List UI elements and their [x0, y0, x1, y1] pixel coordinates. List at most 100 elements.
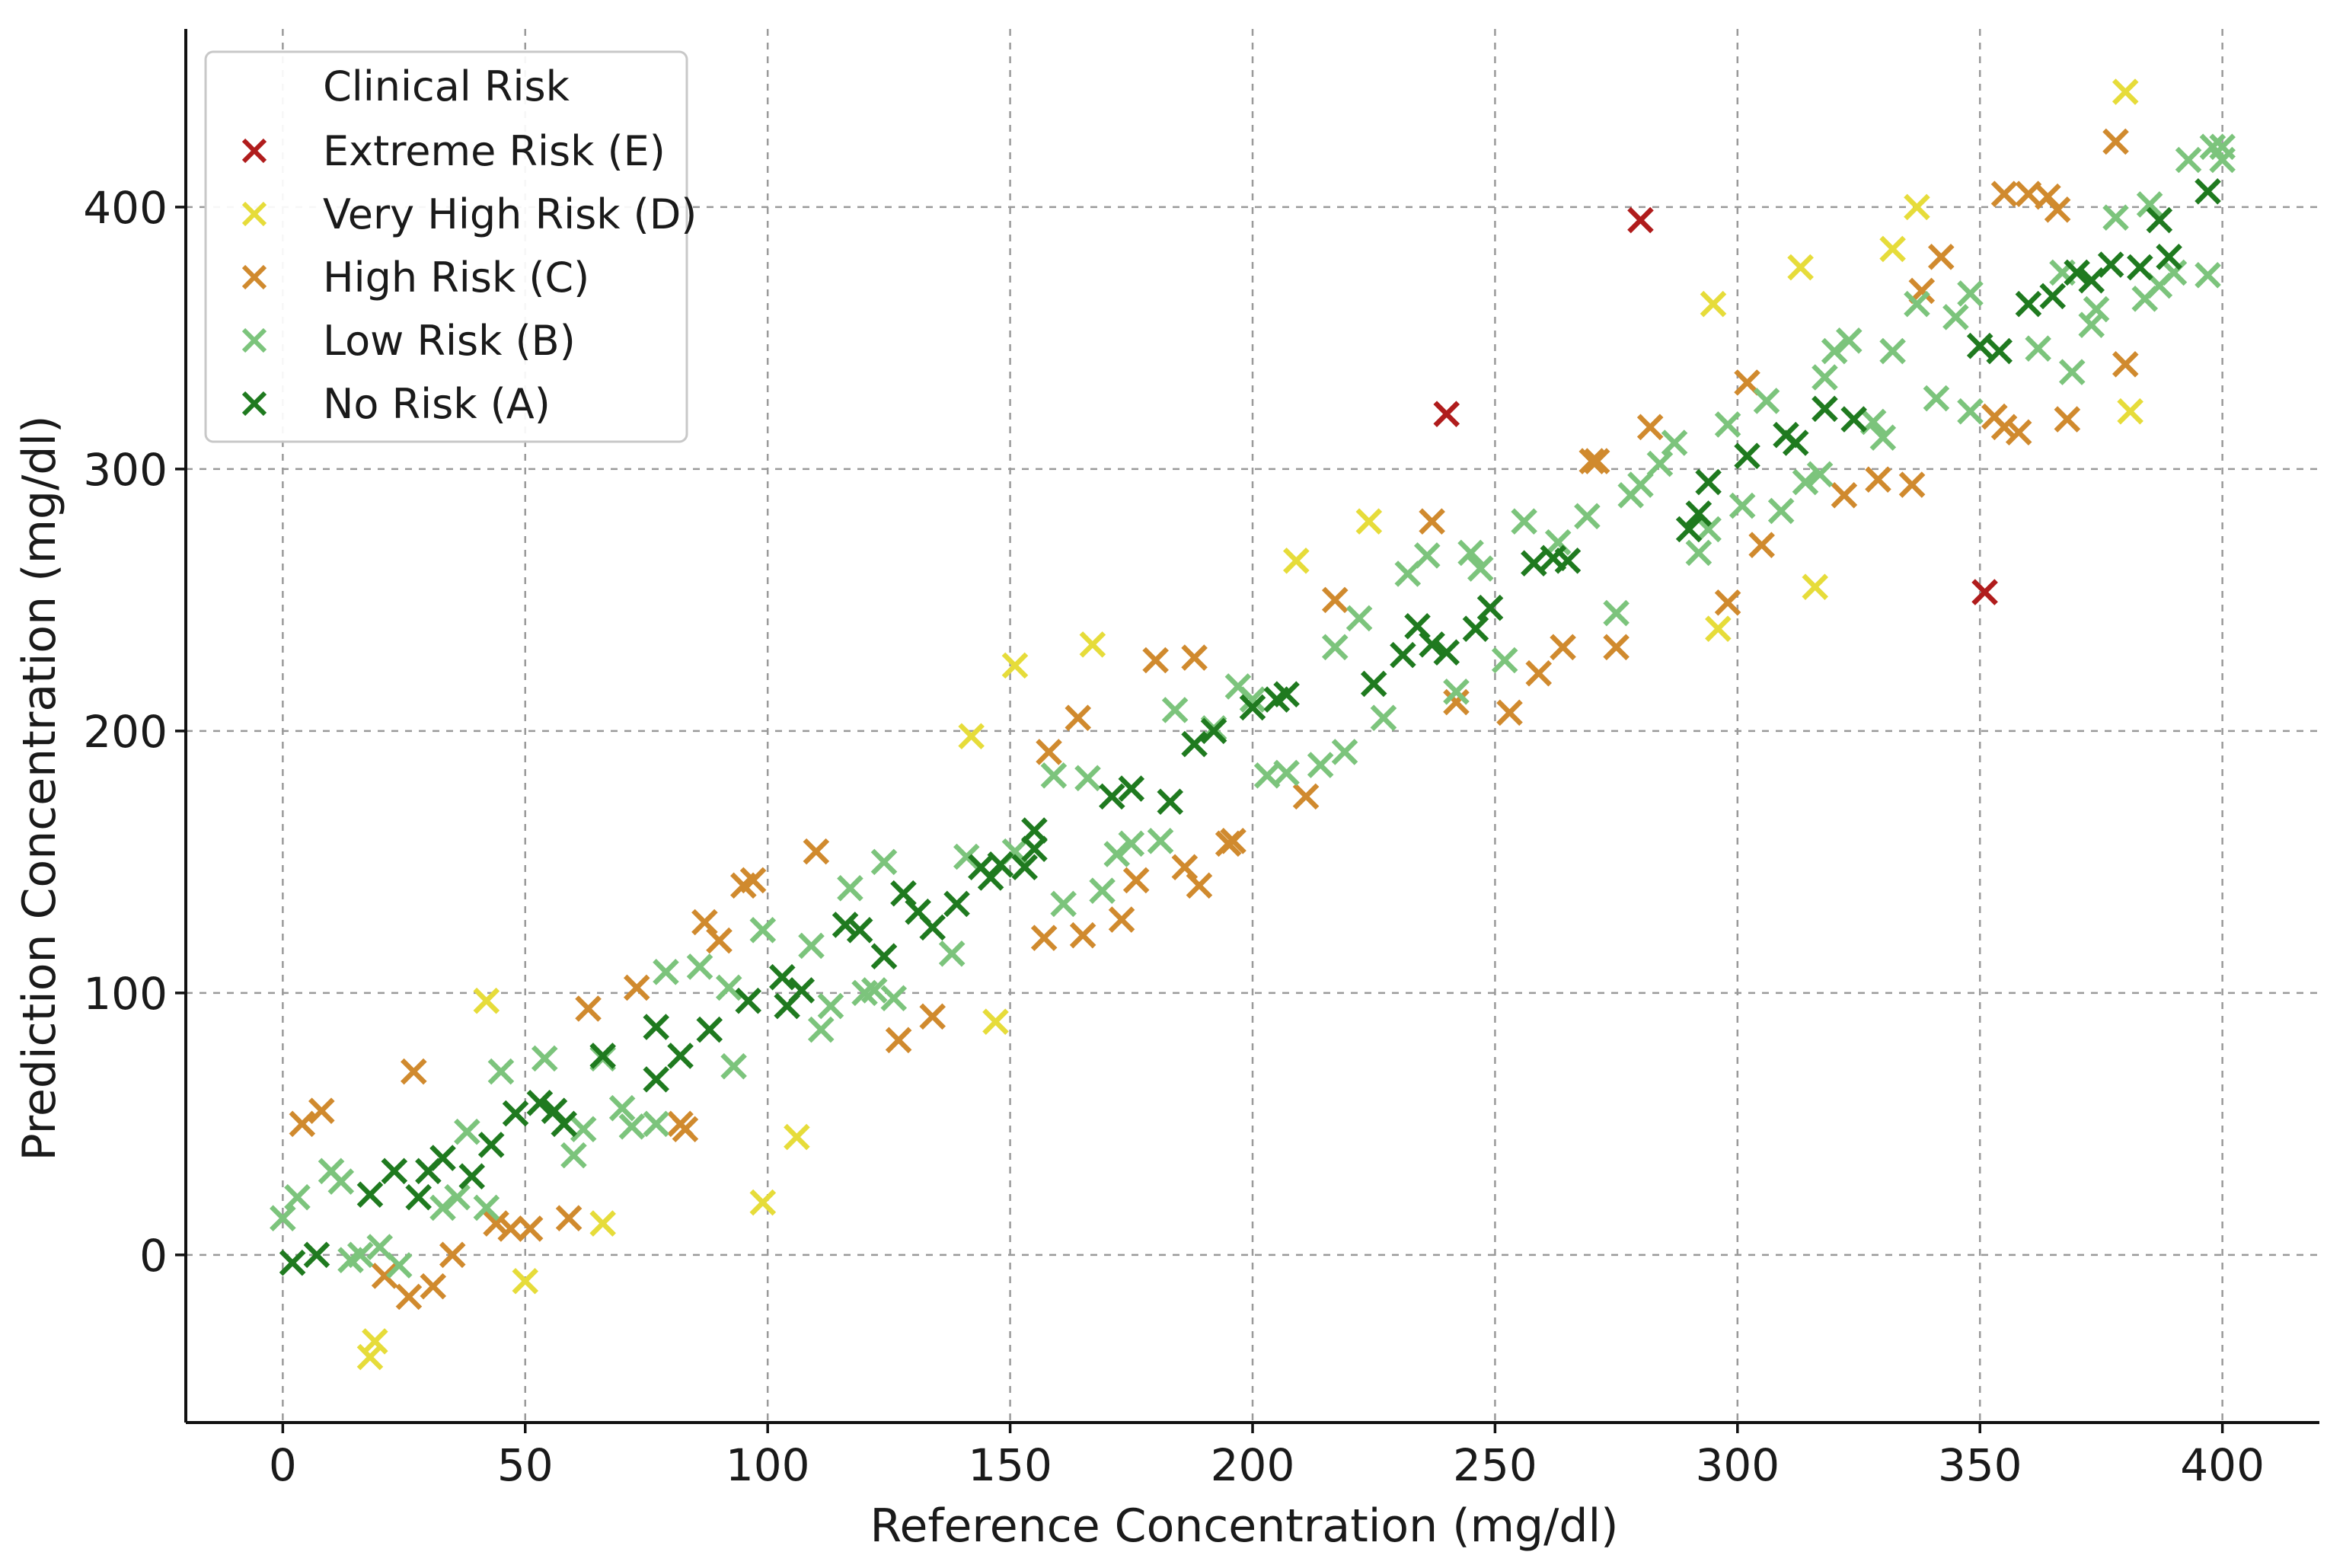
data-point	[289, 1110, 316, 1138]
y-tick-label: 300	[83, 444, 168, 496]
data-point	[739, 867, 767, 894]
data-point	[1118, 775, 1145, 802]
data-point	[706, 927, 733, 954]
data-point	[1714, 589, 1741, 616]
legend-entry-label: High Risk (C)	[323, 254, 589, 302]
data-point	[1986, 337, 2013, 365]
data-point	[420, 1273, 447, 1300]
data-point	[1443, 678, 1470, 705]
data-point	[2044, 196, 2071, 223]
data-point	[1661, 430, 1688, 456]
data-point	[303, 1241, 330, 1269]
data-point	[1239, 686, 1266, 713]
data-point	[987, 851, 1014, 878]
data-point	[2102, 204, 2129, 231]
y-axis-ticks: 0 100 200 300 400	[83, 182, 186, 1282]
legend-entry-label: Very High Risk (D)	[323, 190, 697, 238]
x-axis-label: Reference Concentration (mg/dl)	[870, 1499, 1618, 1553]
data-point	[691, 909, 718, 936]
data-point	[880, 985, 908, 1012]
data-point	[2195, 262, 2221, 289]
data-point	[1089, 877, 1116, 905]
data-point	[672, 1116, 699, 1143]
data-point	[1186, 872, 1213, 899]
data-point	[2078, 311, 2105, 339]
data-point	[1627, 471, 1654, 498]
data-point	[1574, 503, 1601, 530]
data-point	[2064, 259, 2090, 286]
x-tick-label: 50	[497, 1439, 554, 1491]
data-point	[401, 1058, 427, 1085]
data-point	[356, 1181, 384, 1209]
data-point	[1583, 448, 1610, 474]
data-point	[1898, 471, 1926, 498]
data-point	[1147, 828, 1174, 854]
data-point	[473, 1194, 500, 1222]
data-point	[483, 1210, 509, 1237]
data-point	[1181, 730, 1208, 758]
legend-entry: Low Risk (B)	[241, 317, 576, 365]
data-point	[1040, 762, 1068, 789]
data-point	[860, 977, 888, 1004]
data-point	[2005, 419, 2032, 446]
data-point	[667, 1043, 694, 1069]
data-point	[1142, 647, 1169, 674]
data-point	[1695, 516, 1722, 543]
data-point	[1390, 641, 1416, 669]
data-point	[555, 1205, 583, 1231]
data-point	[1821, 337, 1848, 365]
data-point	[2097, 251, 2124, 278]
data-point	[919, 914, 946, 941]
data-point	[477, 1132, 505, 1158]
data-point	[1036, 739, 1062, 765]
data-point	[284, 1183, 311, 1211]
data-point	[1157, 788, 1184, 816]
data-point	[1990, 180, 2018, 208]
data-point	[1525, 659, 1553, 687]
data-point	[1554, 547, 1582, 574]
data-point	[2136, 191, 2163, 218]
data-point	[1869, 424, 1897, 451]
x-tick-label: 350	[1938, 1439, 2022, 1491]
data-point	[429, 1145, 456, 1171]
data-point	[1714, 411, 1741, 438]
data-point	[1355, 508, 1383, 535]
series-extreme-risk-e	[1433, 206, 1998, 605]
data-point	[817, 992, 844, 1020]
data-point	[1636, 414, 1664, 441]
legend-box	[204, 50, 688, 443]
data-point	[832, 912, 859, 938]
data-point	[735, 987, 762, 1014]
data-point	[618, 1113, 646, 1140]
data-point	[1966, 332, 1993, 359]
data-point	[385, 1252, 413, 1279]
x-axis-ticks: 0 50 100 150 200 250 300 350 400	[269, 1423, 2265, 1491]
data-point	[1491, 647, 1518, 674]
data-point	[1161, 697, 1189, 723]
data-point	[1307, 752, 1334, 778]
data-point	[1360, 670, 1387, 698]
data-point	[2015, 290, 2042, 318]
data-point	[439, 1241, 466, 1269]
data-point	[560, 1142, 587, 1169]
data-point	[938, 940, 966, 967]
legend: Clinical Risk Extreme Risk (E) Very High …	[204, 50, 697, 443]
data-point	[2209, 133, 2236, 161]
data-point	[1433, 401, 1460, 427]
y-tick-label: 200	[83, 706, 168, 758]
x-tick-label: 300	[1695, 1439, 1780, 1491]
data-point	[1030, 925, 1058, 951]
data-point	[1835, 327, 1863, 354]
data-point	[1108, 906, 1135, 933]
data-point	[2112, 78, 2139, 105]
data-point	[2156, 243, 2182, 270]
legend-entry-label: Low Risk (B)	[323, 317, 576, 365]
data-point	[512, 1267, 539, 1295]
data-point	[720, 1052, 747, 1080]
data-point	[308, 1097, 335, 1124]
data-point	[982, 1008, 1009, 1036]
legend-entry-label: No Risk (A)	[323, 380, 551, 428]
data-point	[1728, 492, 1756, 519]
data-point	[1646, 450, 1674, 477]
data-points	[270, 78, 2236, 1371]
